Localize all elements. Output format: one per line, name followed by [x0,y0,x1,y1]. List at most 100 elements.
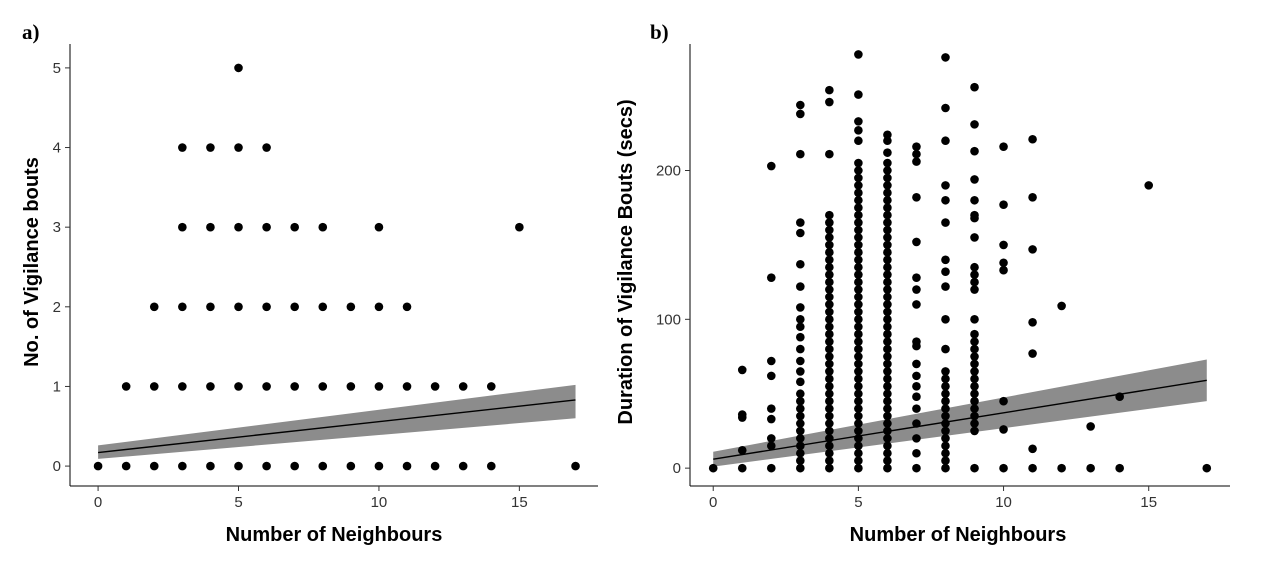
data-point [234,302,243,312]
data-point [825,270,834,279]
data-point [883,329,892,339]
data-point [970,426,979,436]
data-point [825,210,834,220]
data-point [825,233,834,242]
data-point [1202,463,1212,473]
data-point [912,157,921,166]
data-point [883,203,892,213]
data-point [825,218,834,227]
data-point [796,434,805,443]
data-point [374,302,384,312]
data-point [825,97,834,107]
data-point [825,419,834,428]
data-point [262,143,271,152]
data-point [970,352,979,361]
data-point [825,404,834,413]
data-point [970,210,979,220]
data-point [206,302,215,312]
data-point [941,419,950,428]
data-point [766,463,776,473]
y-tick-label: 1 [53,378,61,395]
data-point [941,103,950,113]
data-point [854,203,863,213]
panel-a: a) 0 5 10 15 0 1 2 3 4 5 Number of Neighbours No.… [21,20,598,546]
data-point [854,411,863,421]
data-point [941,344,950,354]
axes-b: 0 5 10 15 0 100 200 [656,44,1230,511]
data-point [970,337,979,346]
confidence-band-a [98,384,576,459]
data-point [121,382,131,391]
data-point [883,411,892,421]
data-point [1057,301,1066,311]
data-point [999,396,1008,406]
confidence-band [713,359,1207,467]
data-point [796,259,805,269]
data-point [796,411,805,421]
data-point [825,262,834,272]
data-point [402,461,412,471]
data-point [825,248,834,257]
data-point [883,381,892,391]
data-point [854,344,863,354]
data-point [1144,181,1154,190]
data-point [854,173,863,183]
data-point [825,456,834,466]
data-point [796,149,805,159]
data-point [825,300,834,309]
data-point [796,456,805,466]
data-point [796,100,805,110]
data-point [883,292,892,302]
data-point [825,426,834,436]
data-point [206,143,215,152]
data-point [825,85,834,95]
data-point [883,195,892,205]
data-point [1028,134,1037,144]
data-point [912,273,921,282]
data-point [970,329,979,339]
data-point [796,303,805,312]
data-point [854,374,863,384]
data-point [825,292,834,302]
x-tick-label: 5 [234,494,242,511]
data-point [970,195,979,205]
data-point [737,445,747,455]
data-point [796,377,805,387]
data-point [883,404,892,413]
data-point [883,218,892,227]
data-point [883,315,892,324]
data-point [430,461,440,471]
data-point [912,463,921,473]
panel-label-a: a) [22,20,40,44]
data-point [883,456,892,466]
data-point [825,389,834,399]
data-point [883,233,892,242]
data-point [854,307,863,317]
data-point [825,255,834,265]
data-point [854,188,863,198]
data-point [883,210,892,220]
data-point [1086,463,1095,473]
data-point [912,434,921,443]
data-point [970,389,979,399]
data-point [999,463,1008,473]
data-point [970,367,979,376]
data-point [854,426,863,436]
data-point [883,166,892,175]
data-point [262,382,271,391]
fit-line-b [713,379,1207,460]
data-point [941,315,950,324]
data-point [262,302,271,312]
data-point [883,136,892,146]
data-point [346,382,356,391]
regression-line [98,399,576,454]
data-point [941,181,950,190]
data-point [825,344,834,354]
data-point [941,195,950,205]
data-point [1086,422,1095,431]
data-point [854,195,863,205]
data-point [970,82,979,92]
data-point [970,396,979,406]
data-point [854,292,863,302]
data-point [854,322,863,332]
